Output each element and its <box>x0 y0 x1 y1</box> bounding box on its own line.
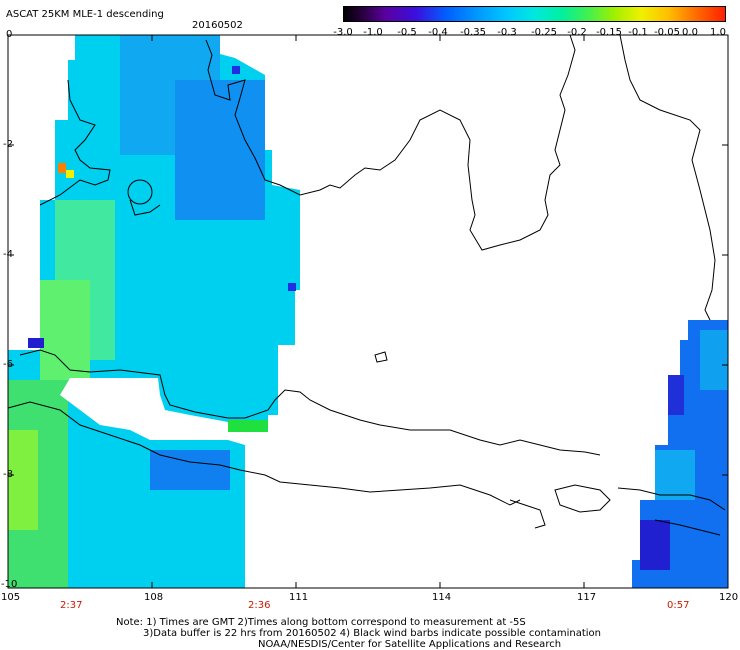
swath-patch <box>8 430 38 530</box>
lat-label: -6 <box>3 359 13 370</box>
note-line-1: Note: 1) Times are GMT 2)Times along bot… <box>116 617 526 628</box>
product-title: ASCAT 25KM MLE-1 descending <box>6 9 164 20</box>
colorbar-tick: -0.35 <box>460 27 486 38</box>
lon-label: 120 <box>719 592 739 603</box>
lat-label: -10 <box>1 579 18 590</box>
pass-time: 0:57 <box>667 600 690 611</box>
lon-label: 108 <box>144 592 164 603</box>
lat-label: 0 <box>6 29 13 40</box>
swath-patch <box>28 338 44 348</box>
pass-time: 2:37 <box>60 600 83 611</box>
colorbar-tick: 0.0 <box>682 27 698 38</box>
colorbar-tick: -0.15 <box>596 27 622 38</box>
swath-patch <box>40 280 90 380</box>
colorbar-tick: -0.25 <box>531 27 557 38</box>
left-swath <box>8 35 300 588</box>
colorbar-tick: -0.1 <box>628 27 648 38</box>
lon-label: 105 <box>1 592 21 603</box>
swath-patch <box>66 170 74 178</box>
right-swath <box>632 320 728 588</box>
swath-patch <box>58 163 66 173</box>
pass-time: 2:36 <box>248 600 271 611</box>
map-frame <box>7 34 729 589</box>
colorbar-tick: -0.4 <box>428 27 448 38</box>
swath-patch <box>700 330 728 390</box>
swath-patch <box>668 375 684 415</box>
lon-label: 114 <box>432 592 452 603</box>
colorbar-tick: 1.0 <box>710 27 726 38</box>
coastlines <box>7 34 726 536</box>
swath-patch <box>228 420 268 432</box>
colorbar-tick: -0.3 <box>497 27 517 38</box>
color-scale-bar <box>343 6 726 22</box>
swath-patch <box>640 520 670 570</box>
swath-patch <box>232 66 240 74</box>
colorbar-tick: -0.05 <box>654 27 680 38</box>
swath-patch <box>175 80 265 220</box>
lon-label: 111 <box>289 592 309 603</box>
lon-label: 117 <box>577 592 597 603</box>
colorbar-tick: -0.5 <box>397 27 417 38</box>
note-line-3: NOAA/NESDIS/Center for Satellite Applica… <box>258 639 562 650</box>
swath-patch <box>655 450 695 500</box>
lat-label: -8 <box>3 469 13 480</box>
product-date: 20160502 <box>192 20 243 31</box>
lat-label: -4 <box>3 249 13 260</box>
lat-label: -2 <box>3 139 13 150</box>
colorbar-tick: -1.0 <box>363 27 383 38</box>
colorbar-tick: -3.0 <box>333 27 353 38</box>
swath-patch <box>150 450 230 490</box>
note-line-2: 3)Data buffer is 22 hrs from 20160502 4)… <box>143 628 601 639</box>
colorbar-tick: -0.2 <box>567 27 587 38</box>
swath-patch <box>288 283 296 291</box>
